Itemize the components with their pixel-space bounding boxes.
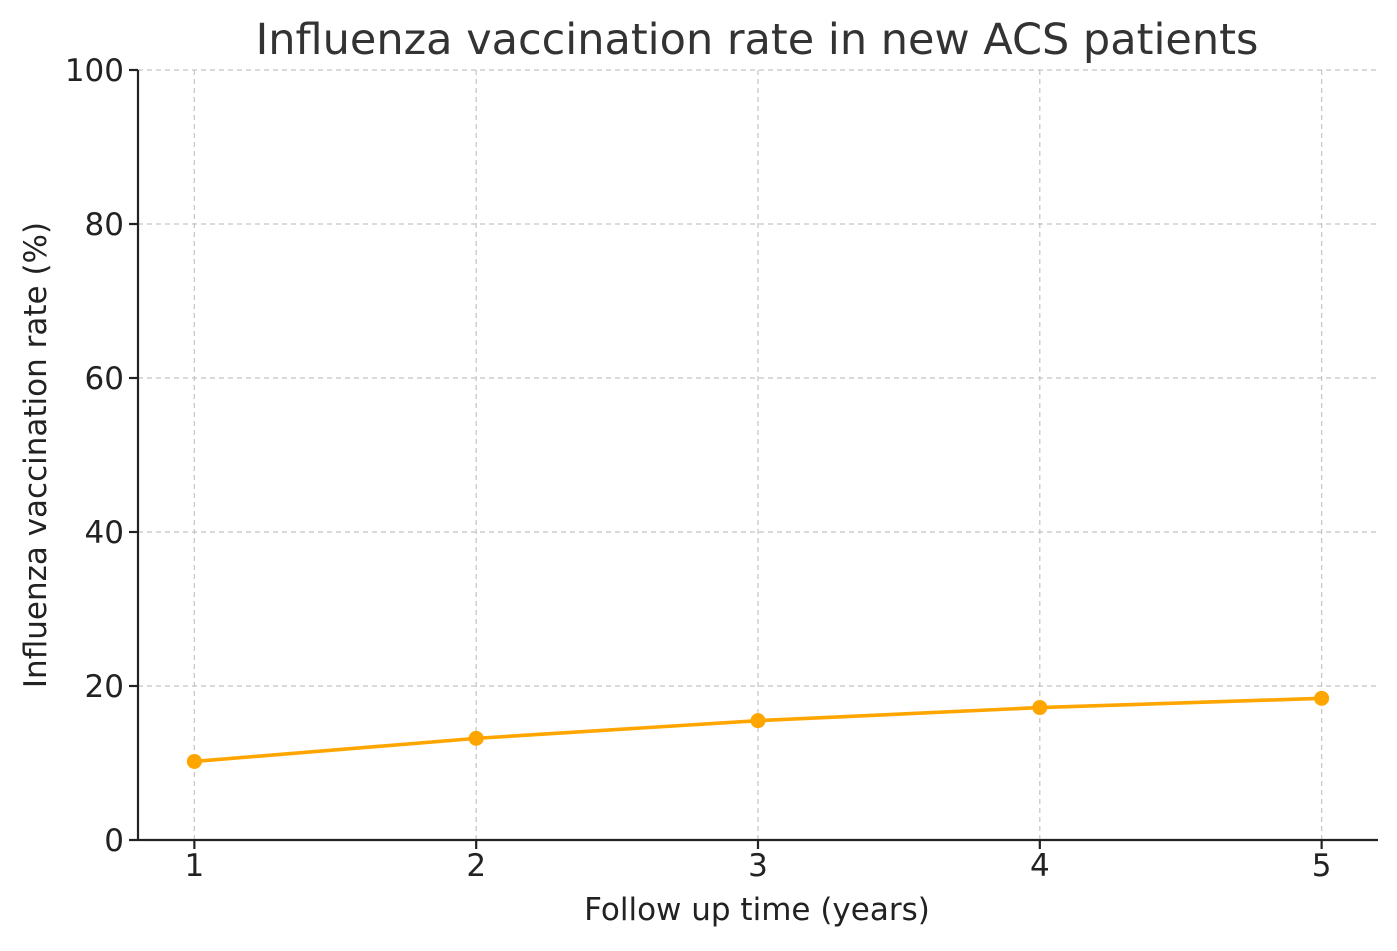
y-tick-label: 100	[65, 53, 124, 89]
x-tick-label: 4	[1030, 848, 1050, 884]
x-axis-label: Follow up time (years)	[584, 892, 930, 928]
data-point	[468, 730, 484, 746]
chart-title: Influenza vaccination rate in new ACS pa…	[256, 15, 1259, 65]
x-tick-label: 3	[748, 848, 768, 884]
data-point	[750, 713, 766, 729]
data-point	[1032, 700, 1048, 716]
data-point	[186, 753, 202, 769]
y-axis-label: Influenza vaccination rate (%)	[18, 222, 54, 688]
x-tick-label: 5	[1312, 848, 1332, 884]
x-tick-label: 2	[466, 848, 486, 884]
data-point	[1314, 690, 1330, 706]
y-tick-label: 0	[104, 823, 124, 859]
y-tick-label: 80	[85, 207, 124, 243]
y-tick-label: 40	[85, 515, 124, 551]
y-tick-label: 20	[85, 669, 124, 705]
y-tick-label: 60	[85, 361, 124, 397]
series	[186, 690, 1330, 769]
ticks: 0 20 40 60 80 100 1 2 3 4 5	[65, 53, 1332, 884]
x-tick-label: 1	[184, 848, 204, 884]
